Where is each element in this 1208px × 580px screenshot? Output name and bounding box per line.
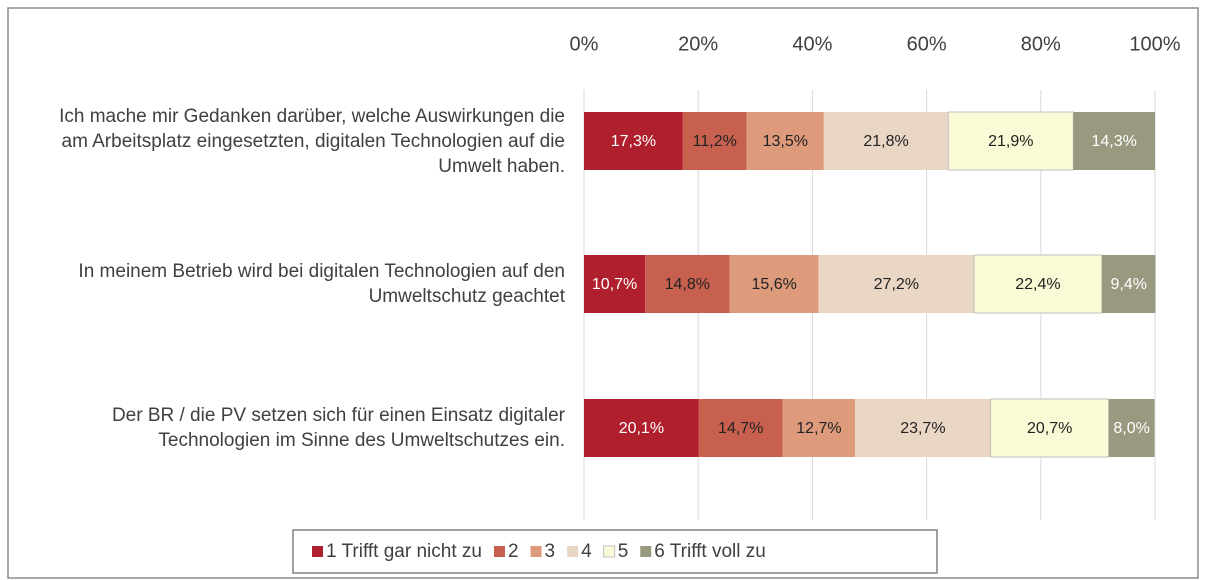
legend-label: 4 (581, 541, 592, 562)
x-tick-label: 20% (678, 33, 718, 55)
value-label: 21,8% (863, 133, 908, 150)
x-tick-label: 40% (792, 33, 832, 55)
legend-swatch (640, 546, 652, 557)
bar-segment (855, 399, 991, 457)
x-tick-label: 80% (1021, 33, 1061, 55)
value-label: 8,0% (1113, 420, 1149, 437)
bar-segment (782, 399, 856, 457)
value-label: 10,7% (592, 276, 637, 293)
bar-segment (584, 112, 683, 170)
legend-label: 3 (545, 541, 556, 562)
value-label: 22,4% (1015, 276, 1060, 293)
bar-segment (584, 255, 646, 313)
bar-segment (1108, 399, 1155, 457)
legend-label: 6 Trifft voll zu (654, 541, 766, 562)
value-label: 13,5% (763, 133, 808, 150)
legend-swatch (312, 546, 323, 557)
value-label: 20,7% (1027, 420, 1072, 437)
legend-label: 5 (618, 541, 629, 562)
value-label: 12,7% (796, 420, 841, 437)
value-label: 15,6% (751, 276, 796, 293)
value-label: 14,3% (1091, 133, 1136, 150)
legend-swatch (530, 546, 542, 557)
bar-segment (823, 112, 949, 170)
value-label: 27,2% (874, 276, 919, 293)
x-tick-label: 0% (570, 33, 599, 55)
bar-segment (1101, 255, 1156, 313)
legend-label: 1 Trifft gar nicht zu (326, 541, 482, 562)
value-label: 14,8% (665, 276, 710, 293)
legend-swatch (493, 546, 505, 557)
bar-segment (818, 255, 974, 313)
bar-segment (947, 111, 1074, 171)
value-label: 20,1% (619, 420, 664, 437)
bar-segment (746, 112, 824, 170)
category-label: Ich mache mir Gedanken darüber, welche A… (59, 105, 565, 177)
bar-segment (729, 255, 819, 313)
bar-segment (973, 254, 1103, 314)
value-label: 9,4% (1110, 276, 1146, 293)
bar-segment (584, 399, 699, 457)
x-tick-label: 100% (1129, 33, 1180, 55)
legend-label: 2 (508, 541, 519, 562)
value-label: 21,9% (988, 133, 1033, 150)
bar-segment (682, 112, 747, 170)
chart-border (7, 7, 1199, 579)
bar-segment (1073, 112, 1155, 170)
bar-segment (990, 398, 1110, 458)
value-label: 17,3% (611, 133, 656, 150)
legend-swatch (567, 546, 579, 557)
x-tick-label: 60% (907, 33, 947, 55)
category-label: Der BR / die PV setzen sich für einen Ei… (111, 405, 565, 451)
value-label: 23,7% (900, 420, 945, 437)
value-label: 11,2% (693, 133, 737, 150)
legend-box (292, 529, 938, 574)
value-label: 14,7% (718, 420, 763, 437)
category-label: In meinem Betrieb wird bei digitalen Tec… (78, 261, 565, 307)
bar-segment (645, 255, 730, 313)
legend-swatch (603, 545, 616, 558)
bar-segment (698, 399, 783, 457)
